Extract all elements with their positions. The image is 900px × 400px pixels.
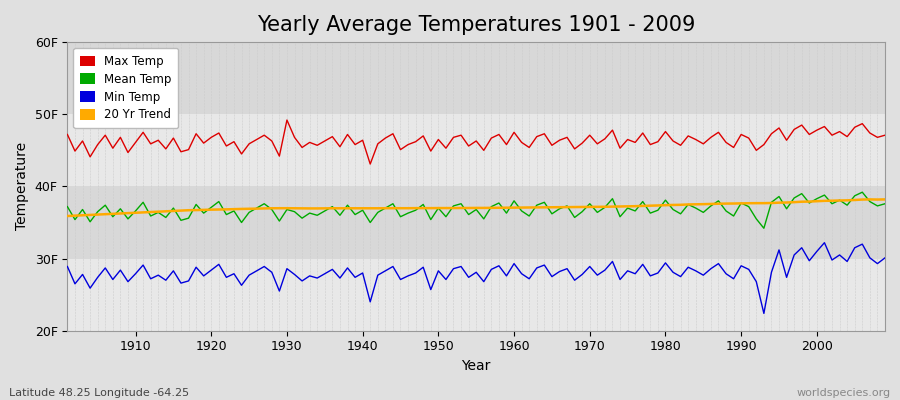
- Max Temp: [62, 132, 73, 137]
- Text: worldspecies.org: worldspecies.org: [796, 388, 891, 398]
- Mean Temp: [599, 205, 610, 210]
- 20 Yr Trend: [62, 214, 73, 218]
- Mean Temp: [508, 198, 519, 203]
- Min Temp: [335, 276, 346, 280]
- Mean Temp: [335, 213, 346, 218]
- Min Temp: [508, 261, 519, 266]
- Bar: [68, 42, 885, 114]
- 20 Yr Trend: [879, 197, 890, 202]
- Max Temp: [615, 146, 626, 150]
- Mean Temp: [289, 209, 300, 214]
- 20 Yr Trend: [335, 206, 346, 211]
- Y-axis label: Temperature: Temperature: [15, 142, 29, 230]
- Min Temp: [759, 311, 769, 316]
- Min Temp: [819, 240, 830, 245]
- Max Temp: [122, 150, 133, 155]
- 20 Yr Trend: [122, 211, 133, 216]
- Mean Temp: [501, 211, 512, 216]
- Min Temp: [599, 268, 610, 272]
- Min Temp: [879, 256, 890, 260]
- Text: Latitude 48.25 Longitude -64.25: Latitude 48.25 Longitude -64.25: [9, 388, 189, 398]
- Mean Temp: [122, 216, 133, 221]
- Mean Temp: [879, 201, 890, 206]
- Max Temp: [524, 145, 535, 150]
- Mean Temp: [62, 204, 73, 209]
- Bar: [68, 258, 885, 331]
- Line: 20 Yr Trend: 20 Yr Trend: [68, 200, 885, 216]
- Bar: [68, 114, 885, 186]
- 20 Yr Trend: [508, 205, 519, 210]
- Line: Mean Temp: Mean Temp: [68, 192, 885, 228]
- 20 Yr Trend: [289, 206, 300, 211]
- Max Temp: [517, 140, 527, 145]
- Min Temp: [122, 279, 133, 284]
- Max Temp: [282, 118, 292, 122]
- X-axis label: Year: Year: [462, 359, 490, 373]
- Max Temp: [364, 162, 375, 166]
- Min Temp: [501, 274, 512, 278]
- Max Temp: [297, 145, 308, 150]
- Max Temp: [342, 132, 353, 137]
- Mean Temp: [857, 190, 868, 194]
- 20 Yr Trend: [501, 205, 512, 210]
- Line: Max Temp: Max Temp: [68, 120, 885, 164]
- Min Temp: [62, 264, 73, 269]
- Mean Temp: [759, 226, 769, 231]
- Bar: [68, 186, 885, 258]
- 20 Yr Trend: [865, 197, 876, 202]
- 20 Yr Trend: [599, 204, 610, 209]
- Max Temp: [879, 133, 890, 138]
- Line: Min Temp: Min Temp: [68, 243, 885, 314]
- Title: Yearly Average Temperatures 1901 - 2009: Yearly Average Temperatures 1901 - 2009: [257, 15, 696, 35]
- Min Temp: [289, 272, 300, 277]
- Legend: Max Temp, Mean Temp, Min Temp, 20 Yr Trend: Max Temp, Mean Temp, Min Temp, 20 Yr Tre…: [73, 48, 178, 128]
